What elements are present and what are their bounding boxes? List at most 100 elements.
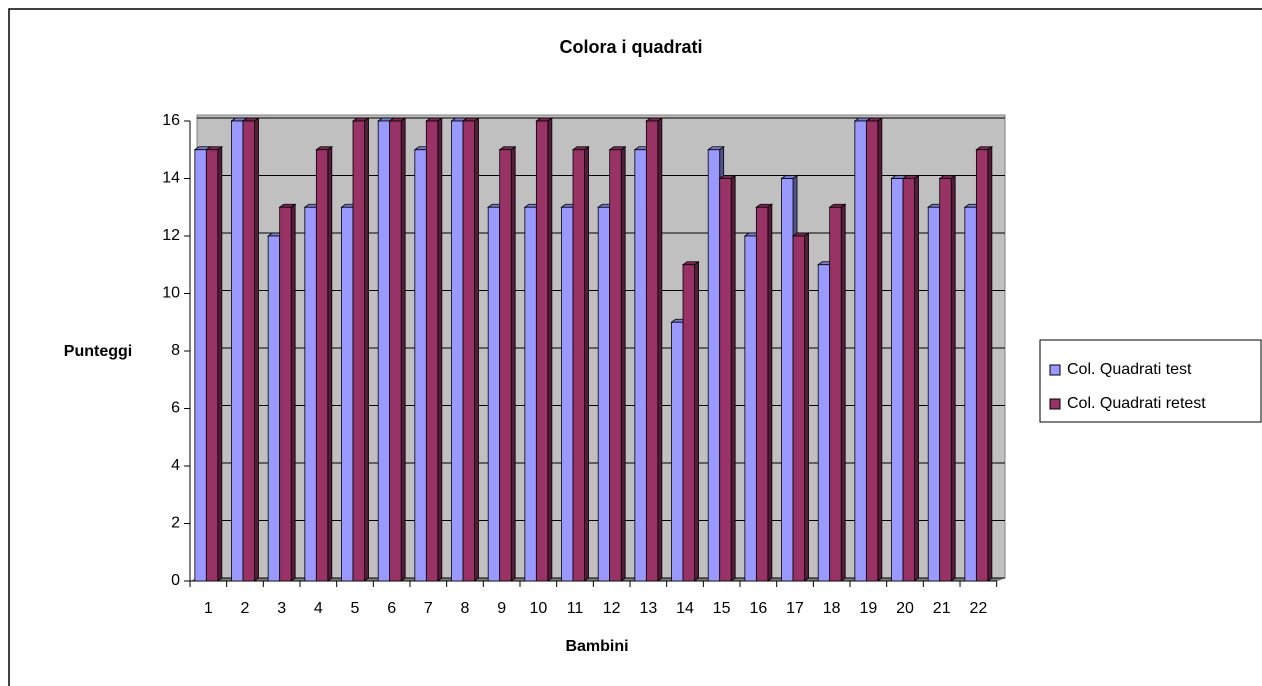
bar-front bbox=[964, 206, 977, 582]
bar bbox=[278, 203, 297, 582]
bar-side bbox=[840, 203, 846, 582]
bar bbox=[608, 145, 627, 582]
bar-front bbox=[194, 149, 207, 582]
bar-front bbox=[377, 120, 391, 582]
legend-label: Col. Quadrati retest bbox=[1067, 395, 1206, 412]
bar bbox=[975, 145, 994, 582]
bar bbox=[241, 117, 260, 582]
bar-front bbox=[524, 206, 537, 582]
x-tick-label: 5 bbox=[351, 600, 360, 617]
bar-front bbox=[352, 120, 365, 582]
x-tick-label: 9 bbox=[497, 600, 506, 617]
x-tick-label: 8 bbox=[461, 600, 470, 617]
bar-side bbox=[730, 174, 736, 582]
bar-side bbox=[694, 260, 699, 582]
bar-side bbox=[987, 145, 993, 582]
bar-side bbox=[327, 145, 333, 582]
bar-front bbox=[902, 178, 915, 582]
bar bbox=[388, 117, 407, 582]
bar bbox=[681, 260, 700, 582]
bar bbox=[718, 174, 737, 582]
bar-side bbox=[767, 203, 773, 582]
bar-front bbox=[425, 120, 439, 582]
bar-side bbox=[914, 174, 919, 582]
bar bbox=[205, 145, 224, 582]
y-tick-label: 16 bbox=[162, 112, 180, 129]
bar bbox=[425, 117, 444, 582]
y-tick-label: 2 bbox=[171, 515, 180, 532]
bar-front bbox=[341, 206, 354, 582]
y-axis-label: Punteggi bbox=[64, 343, 132, 360]
y-tick-label: 12 bbox=[162, 227, 180, 244]
bar-front bbox=[865, 120, 879, 582]
x-tick-label: 10 bbox=[529, 600, 547, 617]
bar-front bbox=[755, 206, 769, 582]
bar-front bbox=[267, 235, 281, 582]
legend-swatch bbox=[1049, 398, 1061, 410]
x-tick-label: 15 bbox=[713, 600, 731, 617]
bar-front bbox=[829, 206, 842, 582]
bar-front bbox=[389, 120, 402, 582]
bar bbox=[351, 117, 370, 582]
bar-front bbox=[487, 206, 501, 582]
x-tick-label: 14 bbox=[676, 600, 694, 617]
bar-front bbox=[609, 149, 622, 582]
bar bbox=[315, 145, 334, 582]
bar-front bbox=[927, 206, 941, 582]
bar-side bbox=[657, 117, 663, 582]
bar-front bbox=[499, 149, 512, 582]
bar-front bbox=[634, 149, 647, 582]
bar-front bbox=[231, 120, 244, 582]
legend-label: Col. Quadrati test bbox=[1067, 361, 1192, 378]
bar-side bbox=[877, 117, 883, 582]
x-tick-label: 20 bbox=[896, 600, 914, 617]
bar-front bbox=[719, 178, 732, 582]
x-tick-label: 12 bbox=[603, 600, 621, 617]
bar-front bbox=[891, 178, 904, 582]
legend-swatch bbox=[1049, 364, 1061, 376]
y-tick-label: 10 bbox=[162, 285, 180, 302]
bar-front bbox=[682, 264, 695, 582]
x-tick-label: 19 bbox=[859, 600, 877, 617]
bar-side bbox=[510, 145, 516, 582]
bar bbox=[791, 232, 810, 582]
x-tick-label: 22 bbox=[969, 600, 987, 617]
x-tick-label: 13 bbox=[639, 600, 657, 617]
bar-front bbox=[744, 235, 757, 582]
y-tick-label: 4 bbox=[171, 457, 180, 474]
bar-front bbox=[645, 120, 659, 582]
bar-side bbox=[950, 174, 956, 582]
x-tick-label: 16 bbox=[749, 600, 767, 617]
bar-side bbox=[254, 117, 259, 582]
x-tick-label: 1 bbox=[204, 600, 213, 617]
x-tick-label: 6 bbox=[387, 600, 396, 617]
bar-front bbox=[975, 149, 989, 582]
x-tick-label: 18 bbox=[823, 600, 841, 617]
bar-front bbox=[561, 206, 574, 582]
bar bbox=[498, 145, 517, 582]
x-tick-label: 4 bbox=[314, 600, 323, 617]
bar bbox=[865, 117, 884, 582]
bar-front bbox=[535, 120, 549, 582]
bar-side bbox=[364, 117, 369, 582]
bar-side bbox=[547, 117, 553, 582]
bar bbox=[828, 203, 847, 582]
y-tick-label: 14 bbox=[162, 170, 180, 187]
bar bbox=[461, 117, 480, 582]
y-tick-label: 0 bbox=[171, 572, 180, 589]
bar-front bbox=[707, 149, 721, 582]
bar-front bbox=[671, 321, 684, 582]
bar-front bbox=[242, 120, 255, 582]
bar-front bbox=[792, 235, 805, 582]
x-axis-label: Bambini bbox=[565, 638, 628, 655]
bar-front bbox=[817, 264, 831, 582]
bar-front bbox=[279, 206, 292, 582]
bar-side bbox=[290, 203, 296, 582]
bar bbox=[535, 117, 554, 582]
x-tick-label: 21 bbox=[933, 600, 951, 617]
x-tick-label: 2 bbox=[241, 600, 250, 617]
bar bbox=[938, 174, 957, 582]
bar-side bbox=[400, 117, 406, 582]
bar-side bbox=[437, 117, 443, 582]
bar bbox=[755, 203, 774, 582]
